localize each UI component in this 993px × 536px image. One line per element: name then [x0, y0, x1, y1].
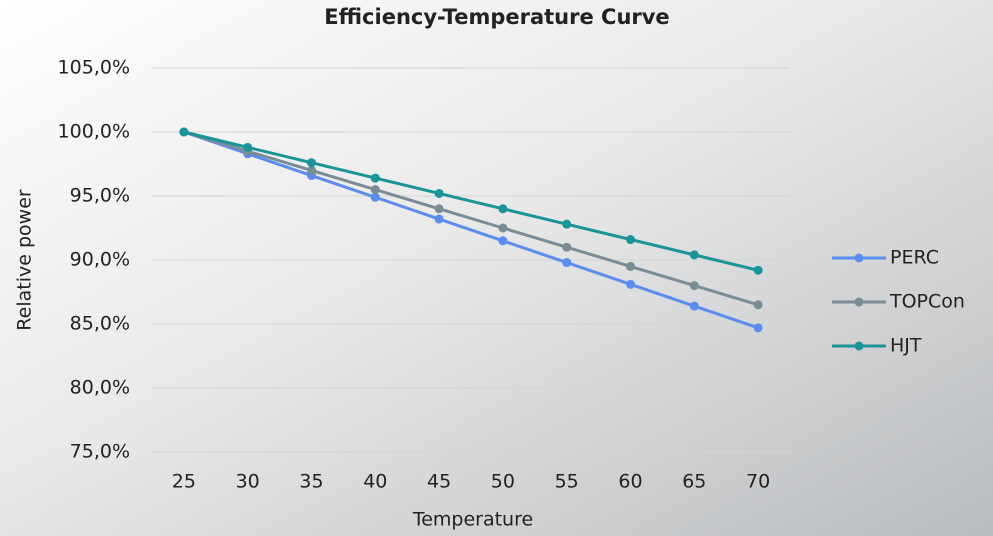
data-point [498, 223, 508, 233]
x-tick-label: 55 [555, 471, 579, 493]
data-point [753, 300, 763, 310]
data-point [307, 158, 316, 168]
data-point [307, 165, 316, 175]
x-tick-label: 70 [746, 471, 770, 493]
y-tick-label: 80,0% [70, 377, 130, 399]
data-point [370, 173, 380, 183]
y-tick-label: 105,0% [58, 57, 130, 79]
chart-title: Efficiency-Temperature Curve [324, 5, 669, 29]
y-tick-label: 85,0% [70, 313, 130, 335]
y-tick-label: 95,0% [70, 185, 130, 207]
data-point [434, 204, 444, 214]
x-tick-label: 50 [491, 471, 515, 493]
data-point [562, 258, 572, 268]
x-tick-label: 35 [299, 471, 323, 493]
series-line [183, 130, 759, 272]
legend-marker [854, 297, 864, 307]
legend-marker [854, 341, 864, 351]
x-tick-label: 40 [363, 471, 387, 493]
x-axis-label: Temperature [412, 509, 533, 531]
data-point [626, 279, 635, 289]
data-point [689, 301, 699, 311]
y-tick-label: 90,0% [70, 249, 130, 271]
legend-label: PERC [890, 247, 939, 269]
data-point [498, 236, 508, 246]
data-point [753, 323, 763, 333]
legend-label: TOPCon [889, 291, 965, 313]
data-point [498, 204, 508, 214]
y-tick-label: 100,0% [58, 121, 130, 143]
data-point [753, 265, 763, 275]
x-tick-label: 30 [236, 471, 260, 493]
data-point [562, 219, 572, 229]
x-tick-label: 25 [172, 471, 196, 493]
data-point [434, 188, 444, 198]
series-line [183, 130, 759, 307]
data-point [689, 250, 699, 260]
x-tick-label: 60 [618, 471, 642, 493]
data-point [626, 235, 635, 245]
x-tick-label: 65 [682, 471, 706, 493]
data-point [562, 242, 572, 252]
data-point [370, 185, 380, 195]
data-point [626, 261, 635, 271]
y-axis-label: Relative power [14, 189, 36, 331]
y-tick-label: 75,0% [70, 441, 130, 463]
legend-marker [854, 253, 864, 263]
series-line [183, 130, 759, 330]
x-tick-label: 45 [427, 471, 451, 493]
data-point [179, 127, 189, 137]
data-point [434, 214, 444, 224]
data-point [370, 192, 380, 202]
data-point [689, 281, 699, 291]
data-point [243, 142, 253, 152]
legend-label: HJT [890, 335, 922, 357]
